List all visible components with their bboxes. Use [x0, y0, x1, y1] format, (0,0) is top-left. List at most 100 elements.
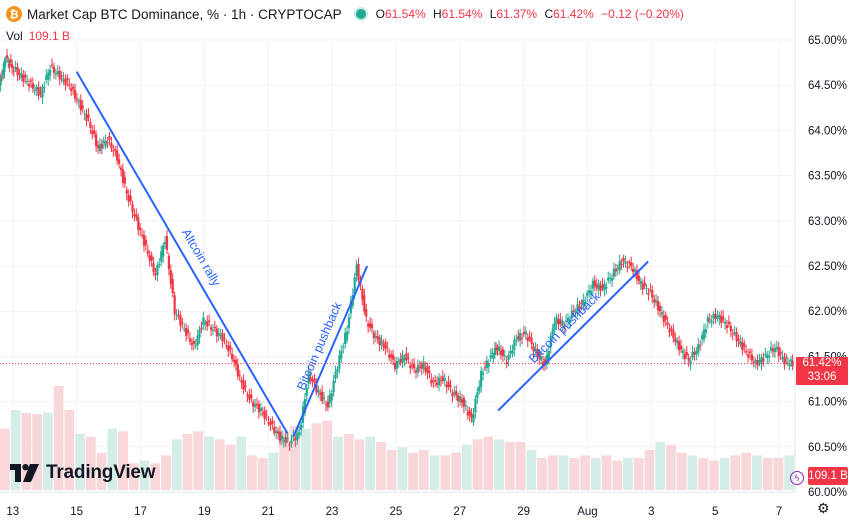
- candle-body: [154, 273, 157, 276]
- volume-bar: [408, 452, 418, 490]
- candle-body: [278, 431, 282, 442]
- candle-body: [372, 332, 375, 339]
- candle-body: [173, 295, 176, 315]
- x-tick-label: 21: [262, 506, 275, 518]
- candle-body: [513, 339, 516, 351]
- candle-body: [96, 145, 100, 149]
- candle-body: [733, 332, 736, 334]
- volume-bar: [504, 442, 515, 490]
- candle-body: [633, 269, 637, 272]
- candle-body: [437, 377, 441, 386]
- volume-bar: [547, 455, 558, 490]
- volume-bar: [483, 436, 494, 490]
- volume-bar: [580, 455, 590, 490]
- candle-body: [668, 329, 671, 333]
- candle-body: [691, 351, 694, 358]
- x-tick-label: 15: [70, 506, 83, 518]
- volume-bar: [290, 426, 300, 490]
- candle-body: [217, 332, 220, 336]
- candle-body: [175, 314, 178, 316]
- candle-body: [781, 356, 784, 360]
- candle-body: [509, 350, 512, 354]
- candle-body: [704, 329, 708, 333]
- brand-name: TradingView: [46, 462, 156, 483]
- candle-body: [710, 320, 713, 323]
- candle-body: [177, 315, 180, 317]
- volume-bar: [214, 439, 225, 490]
- volume-bar: [236, 436, 247, 490]
- high-value: 61.54%: [441, 7, 483, 21]
- volume-bar: [676, 452, 687, 490]
- candle-body: [2, 69, 5, 76]
- tradingview-logo[interactable]: TradingView: [10, 462, 156, 484]
- candle-body: [574, 311, 577, 313]
- candle-body: [445, 384, 448, 388]
- open-value: 61.54%: [384, 7, 426, 21]
- volume-bar: [494, 439, 504, 490]
- volume-bar: [461, 444, 472, 490]
- candle-body: [183, 329, 186, 331]
- x-tick-label: 13: [6, 506, 19, 518]
- volume-bar: [451, 452, 461, 490]
- candle-body: [393, 362, 397, 370]
- close-value: 61.42%: [553, 7, 594, 21]
- volume-bar: [558, 455, 569, 490]
- volume-bar: [204, 436, 214, 490]
- volume-bar: [601, 455, 612, 490]
- y-tick-label: 63.00%: [808, 216, 847, 228]
- candle-body: [553, 322, 556, 331]
- candle-body: [582, 299, 585, 307]
- candle-body: [424, 367, 427, 372]
- candle-body: [26, 80, 29, 82]
- volume-bar: [354, 439, 365, 490]
- candle-body: [395, 361, 398, 369]
- candle-body: [324, 404, 328, 406]
- candle-body: [332, 380, 335, 393]
- current-price-badge: 61.42% 33:06: [796, 357, 848, 385]
- candle-body: [609, 277, 612, 279]
- candle-body: [131, 204, 134, 213]
- candle-body: [261, 413, 264, 415]
- candle-body: [355, 264, 358, 276]
- candle-body: [93, 130, 96, 135]
- lightning-icon[interactable]: ϟ: [790, 471, 804, 485]
- symbol-title[interactable]: Market Cap BTC Dominance, % · 1h · CRYPT…: [27, 6, 342, 22]
- volume-bar: [397, 447, 408, 490]
- candle-body: [357, 264, 360, 281]
- tradingview-logo-icon: [10, 464, 39, 482]
- candle-body: [342, 346, 345, 348]
- candle-body: [503, 355, 506, 357]
- candle-body: [160, 251, 163, 262]
- volume-bar: [225, 444, 236, 490]
- candle-body: [489, 355, 492, 359]
- volume-bar: [300, 428, 311, 490]
- candle-body: [453, 392, 456, 394]
- candle-body: [532, 346, 535, 352]
- volume-bar: [118, 431, 128, 490]
- candle-body: [768, 355, 771, 358]
- candle-body: [789, 359, 793, 361]
- candle-body: [679, 345, 683, 350]
- candle-body: [672, 329, 675, 338]
- candle-body: [390, 354, 393, 358]
- candle-body: [259, 407, 262, 412]
- settings-gear-icon[interactable]: ⚙: [817, 500, 830, 516]
- candle-body: [656, 300, 660, 311]
- candle-body: [213, 326, 216, 329]
- candle-body: [766, 354, 769, 359]
- candle-body: [678, 341, 681, 351]
- candle-body: [515, 339, 518, 341]
- candle-body: [303, 399, 307, 413]
- candle-body: [578, 306, 581, 309]
- candle-body: [685, 351, 688, 356]
- candle-body: [290, 440, 293, 444]
- candle-body: [720, 315, 723, 323]
- candle-body: [403, 358, 406, 361]
- candle-body: [52, 66, 56, 73]
- x-tick-label: 17: [134, 506, 147, 518]
- candle-body: [737, 338, 740, 341]
- volume-label: Vol: [6, 29, 23, 43]
- volume-bar: [709, 460, 719, 490]
- candle-body: [616, 268, 619, 270]
